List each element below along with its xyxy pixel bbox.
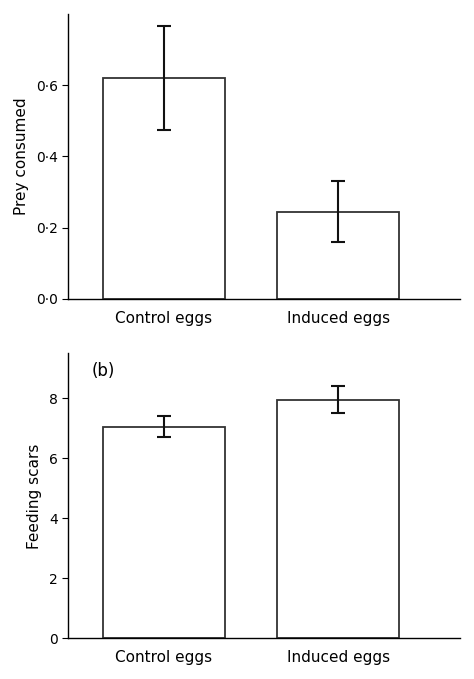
Bar bbox=[103, 427, 225, 638]
Y-axis label: Feeding scars: Feeding scars bbox=[27, 443, 42, 549]
Bar bbox=[277, 212, 399, 299]
Y-axis label: Prey consumed: Prey consumed bbox=[14, 98, 29, 215]
Bar bbox=[277, 400, 399, 638]
Bar bbox=[103, 78, 225, 299]
Text: (b): (b) bbox=[92, 362, 115, 380]
